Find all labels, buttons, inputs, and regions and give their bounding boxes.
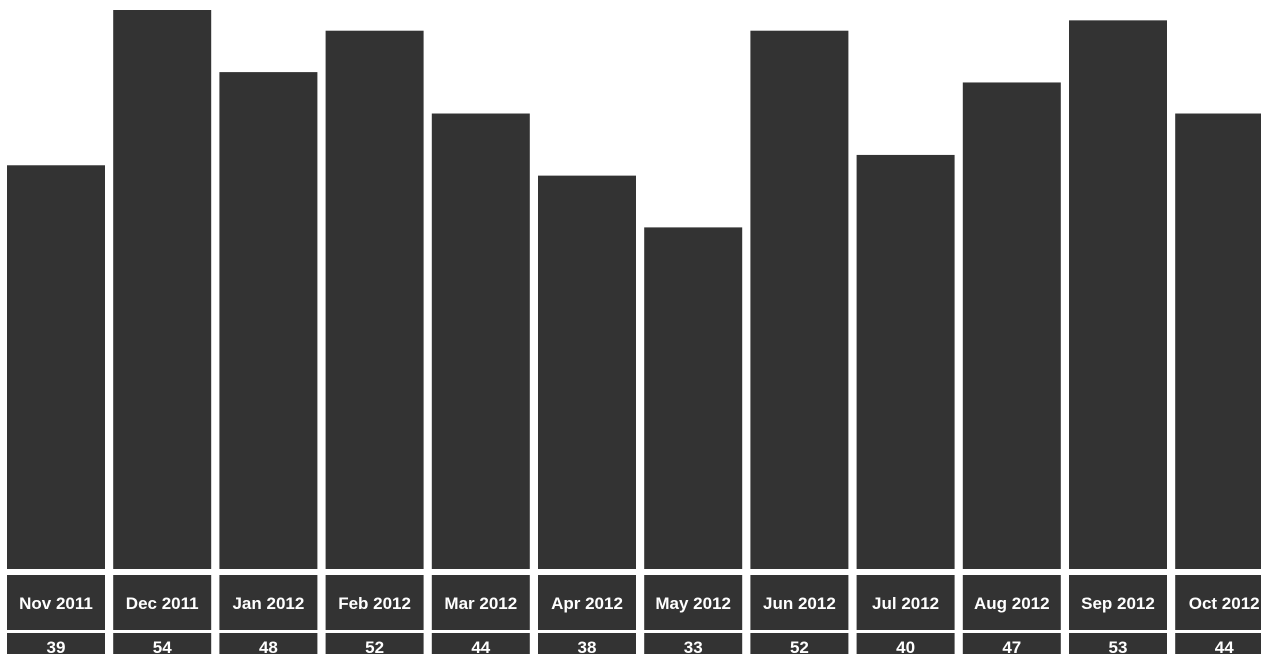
x-tick-label-aug-2012: Aug 2012 [974, 594, 1050, 613]
bars-group [7, 10, 1261, 570]
value-label-box-jan-2012 [219, 633, 318, 654]
x-tick-label-jun-2012: Jun 2012 [763, 594, 836, 613]
bar-apr-2012 [538, 175, 636, 569]
data-label-dec-2011: 54 [153, 638, 172, 654]
value-label-box-feb-2012 [325, 633, 424, 654]
value-label-box-may-2012 [644, 633, 743, 654]
bar-jul-2012 [856, 154, 955, 570]
data-label-oct-2012: 44 [1215, 638, 1234, 654]
x-tick-label-dec-2011: Dec 2011 [126, 594, 199, 613]
x-tick-label-feb-2012: Feb 2012 [338, 594, 411, 613]
month-label-box-sep-2012 [1069, 575, 1167, 630]
value-label-box-sep-2012 [1069, 633, 1167, 654]
data-label-sep-2012: 53 [1109, 638, 1128, 654]
data-label-may-2012: 33 [684, 638, 703, 654]
x-tick-label-nov-2011: Nov 2011 [19, 594, 93, 613]
bar-dec-2011 [113, 10, 212, 569]
x-tick-label-jan-2012: Jan 2012 [232, 594, 304, 613]
month-labels-group: Nov 2011 Dec 2011 Jan 2012 Feb 2012 Mar 2012… [7, 575, 1261, 630]
data-label-nov-2011: 39 [47, 638, 66, 654]
value-label-box-apr-2012 [538, 633, 636, 654]
value-label-box-nov-2011 [7, 633, 105, 654]
bar-oct-2012 [1175, 113, 1261, 569]
bar-nov-2011 [7, 165, 105, 569]
x-tick-label-apr-2012: Apr 2012 [551, 594, 623, 613]
x-tick-label-sep-2012: Sep 2012 [1081, 594, 1155, 613]
month-label-box-apr-2012 [538, 575, 636, 630]
data-label-feb-2012: 52 [365, 638, 384, 654]
data-label-mar-2012: 44 [471, 638, 490, 654]
data-label-jan-2012: 48 [259, 638, 278, 654]
data-label-jun-2012: 52 [790, 638, 809, 654]
value-label-box-jun-2012 [750, 633, 849, 654]
value-label-box-dec-2011 [113, 633, 212, 654]
month-label-box-feb-2012 [325, 575, 424, 630]
value-label-box-oct-2012 [1175, 633, 1261, 654]
data-label-apr-2012: 38 [578, 638, 597, 654]
bar-mar-2012 [431, 113, 530, 569]
bar-feb-2012 [325, 30, 424, 570]
bar-aug-2012 [962, 82, 1061, 570]
value-label-box-aug-2012 [962, 633, 1061, 654]
month-label-box-jul-2012 [856, 575, 955, 630]
month-label-box-nov-2011 [7, 575, 105, 630]
month-label-box-aug-2012 [962, 575, 1061, 630]
bar-may-2012 [644, 227, 743, 569]
x-tick-label-may-2012: May 2012 [655, 594, 731, 613]
bar-sep-2012 [1069, 20, 1167, 569]
month-label-box-jan-2012 [219, 575, 318, 630]
bar-jun-2012 [750, 30, 849, 570]
month-label-box-dec-2011 [113, 575, 212, 630]
value-labels-group: 39 54 48 52 44 38 33 52 40 47 53 44 [7, 633, 1261, 654]
value-label-box-mar-2012 [431, 633, 530, 654]
x-tick-label-mar-2012: Mar 2012 [444, 594, 517, 613]
data-label-jul-2012: 40 [896, 638, 915, 654]
month-label-box-jun-2012 [750, 575, 849, 630]
month-label-box-may-2012 [644, 575, 743, 630]
data-label-aug-2012: 47 [1002, 638, 1021, 654]
bar-jan-2012 [219, 72, 318, 569]
month-label-box-oct-2012 [1175, 575, 1261, 630]
value-label-box-jul-2012 [856, 633, 955, 654]
x-tick-label-jul-2012: Jul 2012 [872, 594, 939, 613]
x-tick-label-oct-2012: Oct 2012 [1189, 594, 1260, 613]
month-label-box-mar-2012 [431, 575, 530, 630]
